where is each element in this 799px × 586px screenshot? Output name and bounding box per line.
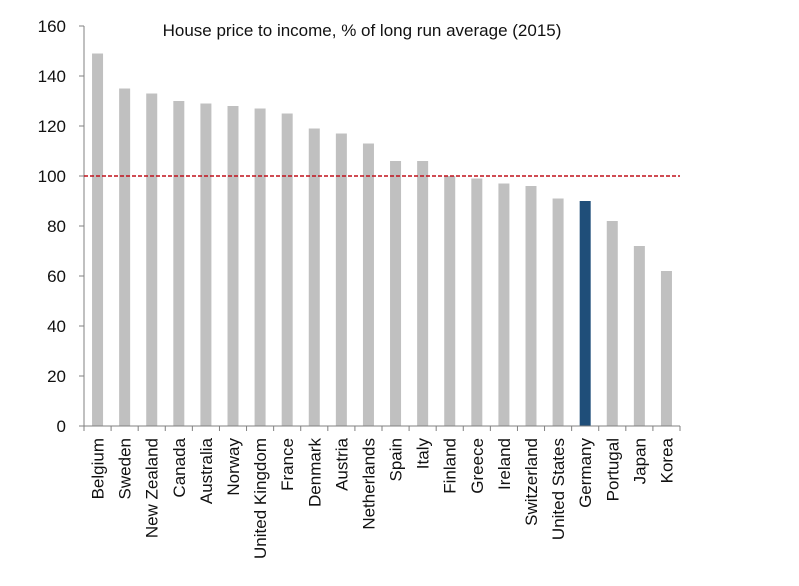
bar-greece [471, 178, 483, 426]
x-tick-label-belgium: Belgium [89, 438, 108, 499]
bar-ireland [498, 183, 510, 426]
bar-belgium [92, 53, 104, 426]
y-tick-label: 140 [38, 67, 66, 86]
x-tick-label-finland: Finland [441, 438, 460, 494]
x-tick-label-norway: Norway [224, 438, 243, 496]
bar-portugal [606, 221, 618, 426]
y-tick-label: 120 [38, 117, 66, 136]
x-tick-label-united-kingdom: United Kingdom [251, 438, 270, 559]
x-tick-label-netherlands: Netherlands [359, 438, 378, 530]
x-tick-label-switzerland: Switzerland [522, 438, 541, 526]
bar-canada [173, 101, 185, 426]
x-tick-label-korea: Korea [657, 437, 676, 483]
bar-italy [417, 161, 429, 426]
x-tick-label-spain: Spain [387, 438, 406, 481]
bars-group [83, 53, 681, 431]
bar-united-states [552, 198, 564, 426]
bar-austria [335, 133, 347, 426]
chart-title: House price to income, % of long run ave… [163, 21, 562, 40]
bar-korea [660, 271, 672, 426]
y-tick-label: 60 [47, 267, 66, 286]
bar-switzerland [525, 186, 537, 426]
y-tick-label: 80 [47, 217, 66, 236]
y-tick-label: 0 [57, 417, 66, 436]
bar-united-kingdom [254, 108, 266, 426]
x-tick-label-germany: Germany [576, 438, 595, 508]
x-tick-label-canada: Canada [170, 437, 189, 497]
x-tick-label-japan: Japan [630, 438, 649, 484]
x-tick-label-italy: Italy [414, 438, 433, 470]
bar-netherlands [362, 143, 374, 426]
x-tick-label-ireland: Ireland [495, 438, 514, 490]
x-tick-label-australia: Australia [197, 437, 216, 504]
y-axis-ticks: 0 20 40 60 80 100 120 140 160 [38, 17, 84, 436]
x-tick-label-united-states: United States [549, 438, 568, 540]
x-tick-label-sweden: Sweden [116, 438, 135, 499]
bar-sweden [119, 88, 131, 426]
x-tick-label-new-zealand: New Zealand [143, 438, 162, 538]
x-tick-label-france: France [278, 438, 297, 491]
bar-germany [579, 201, 591, 426]
bar-france [281, 113, 293, 426]
x-axis-labels: Belgium Sweden New Zealand Canada Australia N… [89, 437, 677, 559]
y-tick-label: 20 [47, 367, 66, 386]
bar-new-zealand [146, 93, 158, 426]
bar-finland [444, 176, 456, 426]
bar-japan [633, 246, 645, 426]
y-tick-label: 100 [38, 167, 66, 186]
x-tick-label-denmark: Denmark [305, 438, 324, 507]
x-tick-label-greece: Greece [468, 438, 487, 494]
bar-australia [200, 103, 212, 426]
bar-denmark [308, 128, 320, 426]
x-tick-label-austria: Austria [332, 437, 351, 490]
bar-norway [227, 106, 239, 426]
y-tick-label: 40 [47, 317, 66, 336]
x-tick-label-portugal: Portugal [603, 438, 622, 501]
bar-spain [390, 161, 402, 426]
y-tick-label: 160 [38, 17, 66, 36]
